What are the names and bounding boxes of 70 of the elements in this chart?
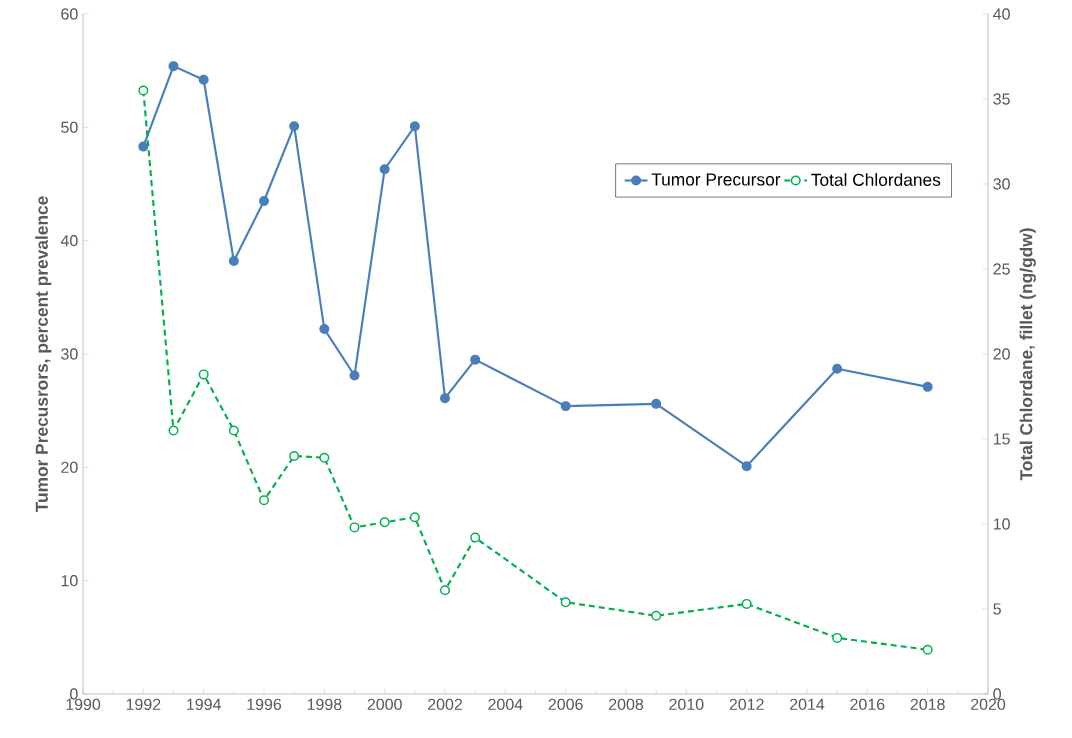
x-tick-label: 1994 [187,698,221,711]
point [138,85,149,96]
point [922,644,933,655]
point [319,324,330,335]
y-tick-label: 50 [61,121,78,133]
x-tick-label: 2004 [488,698,523,711]
x-tick-label: 2016 [850,698,885,711]
point [349,370,360,381]
point [832,632,843,643]
x-tick-label: 2006 [548,698,583,711]
point [741,461,752,472]
point [259,195,270,206]
x-tick-label: 2002 [428,698,462,711]
y2-tick-label: 20 [993,348,1010,360]
y2-tick-label: 30 [993,178,1010,190]
point [319,452,330,463]
y-tick-label: 20 [61,461,78,473]
point [409,512,420,523]
y2-tick-label: 15 [993,433,1010,445]
point [379,164,390,175]
x-tick-label: 1990 [66,698,101,711]
x-tick-label: 2014 [790,698,825,711]
point [409,121,420,132]
point [440,585,451,596]
y2-tick-label: 25 [993,263,1010,275]
point [560,597,571,608]
point [198,369,209,380]
point [832,363,843,374]
x-tick-label: 2020 [971,698,1006,711]
point [168,61,179,72]
point [228,425,239,436]
y-tick-label: 10 [61,575,78,587]
point [440,393,451,404]
y-tick-label: 40 [60,235,78,247]
y-tick-label: 30 [61,348,78,360]
point [168,425,179,436]
x-tick-label: 1992 [126,698,161,711]
point [560,401,571,412]
y-tick-label: 0 [70,688,78,700]
point [741,598,752,609]
point [289,450,300,461]
y2-tick-label: 40 [993,8,1010,20]
point [470,532,481,543]
y2-tick-label: 0 [993,688,1001,700]
x-tick-label: 1996 [247,698,282,711]
point [228,256,239,267]
point [289,121,300,132]
point [259,495,270,506]
point [922,381,933,392]
x-tick-label: 2008 [609,698,644,711]
x-tick-label: 2018 [910,698,945,711]
y-tick-label: 60 [61,8,78,20]
point [379,517,390,528]
x-tick-label: 2000 [367,698,402,711]
legend-label: Total Chlordanes [811,173,941,186]
point [651,610,662,621]
y2-tick-label: 5 [993,603,1001,615]
point [651,398,662,409]
x-tick-label: 2010 [669,698,704,711]
point [138,141,149,152]
y-axis-title: Tumor Precusrors, percent prevalence [35,196,52,513]
x-tick-label: 2012 [729,698,764,711]
point [470,354,481,365]
y2-tick-label: 35 [993,93,1010,105]
point [198,74,209,85]
legend-label: Tumor Precursor [651,173,781,186]
x-tick-label: 1998 [307,698,342,711]
point [349,522,360,533]
y2-tick-label: 10 [993,518,1010,530]
y2-axis-title: Total Chlordane, fillet (ng/gdw) [1019,228,1036,481]
